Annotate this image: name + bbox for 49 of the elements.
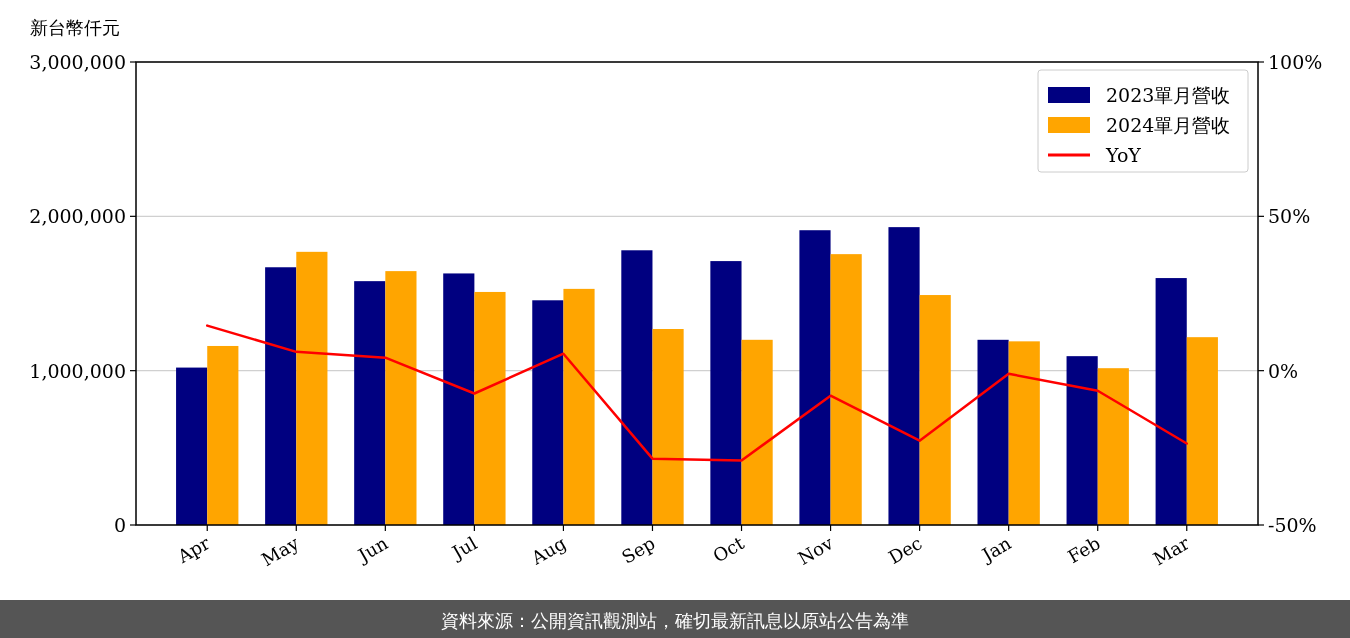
bar [799, 230, 831, 525]
x-tick-label: Aug [526, 532, 570, 570]
bar [176, 367, 208, 525]
bar [296, 251, 328, 525]
bar [354, 281, 386, 525]
bar [385, 271, 417, 525]
legend-label: YoY [1105, 144, 1142, 166]
bar [1186, 337, 1218, 525]
x-tick-label: Oct [709, 531, 749, 567]
source-note: 資料來源：公開資訊觀測站，確切最新訊息以原站公告為準 [441, 610, 909, 631]
bar [563, 288, 595, 525]
y-axis-title: 新台幣仟元 [30, 17, 120, 38]
bar [1008, 341, 1040, 525]
y-tick-label: 2,000,000 [29, 205, 126, 228]
bar [830, 254, 862, 525]
x-tick-label: May [257, 531, 303, 571]
y-tick-label: 0 [113, 514, 126, 536]
bar [652, 329, 684, 525]
legend-label: 2024單月營收 [1106, 114, 1231, 136]
bar [474, 291, 506, 525]
x-tick-label: Dec [884, 532, 926, 569]
y-tick-label: 3,000,000 [29, 51, 126, 73]
x-tick-label: Jun [352, 532, 392, 567]
bar [621, 250, 653, 525]
x-tick-label: Jan [976, 532, 1016, 567]
bar [919, 295, 951, 525]
y2-tick-label: 100% [1268, 51, 1323, 73]
legend-label: 2023單月營收 [1106, 84, 1231, 106]
x-tick-label: Jul [446, 532, 481, 564]
bar [977, 339, 1009, 525]
x-tick-label: Apr [173, 532, 214, 568]
bar [207, 345, 239, 525]
y-tick-label: 1,000,000 [29, 359, 126, 382]
bar [265, 267, 297, 525]
x-tick-label: Mar [1149, 532, 1194, 570]
y2-tick-label: -50% [1268, 514, 1317, 536]
x-tick-label: Nov [794, 531, 838, 569]
bar [1155, 278, 1187, 525]
bar [741, 339, 773, 525]
y2-tick-label: 0% [1268, 359, 1299, 382]
y2-tick-label: 50% [1268, 205, 1311, 228]
bar [710, 261, 742, 525]
bar [1066, 356, 1098, 525]
bar [443, 273, 475, 525]
x-tick-label: Feb [1064, 532, 1104, 568]
bar [1097, 368, 1129, 525]
bar [888, 227, 920, 525]
x-tick-label: Sep [618, 532, 659, 568]
bar [532, 300, 564, 525]
